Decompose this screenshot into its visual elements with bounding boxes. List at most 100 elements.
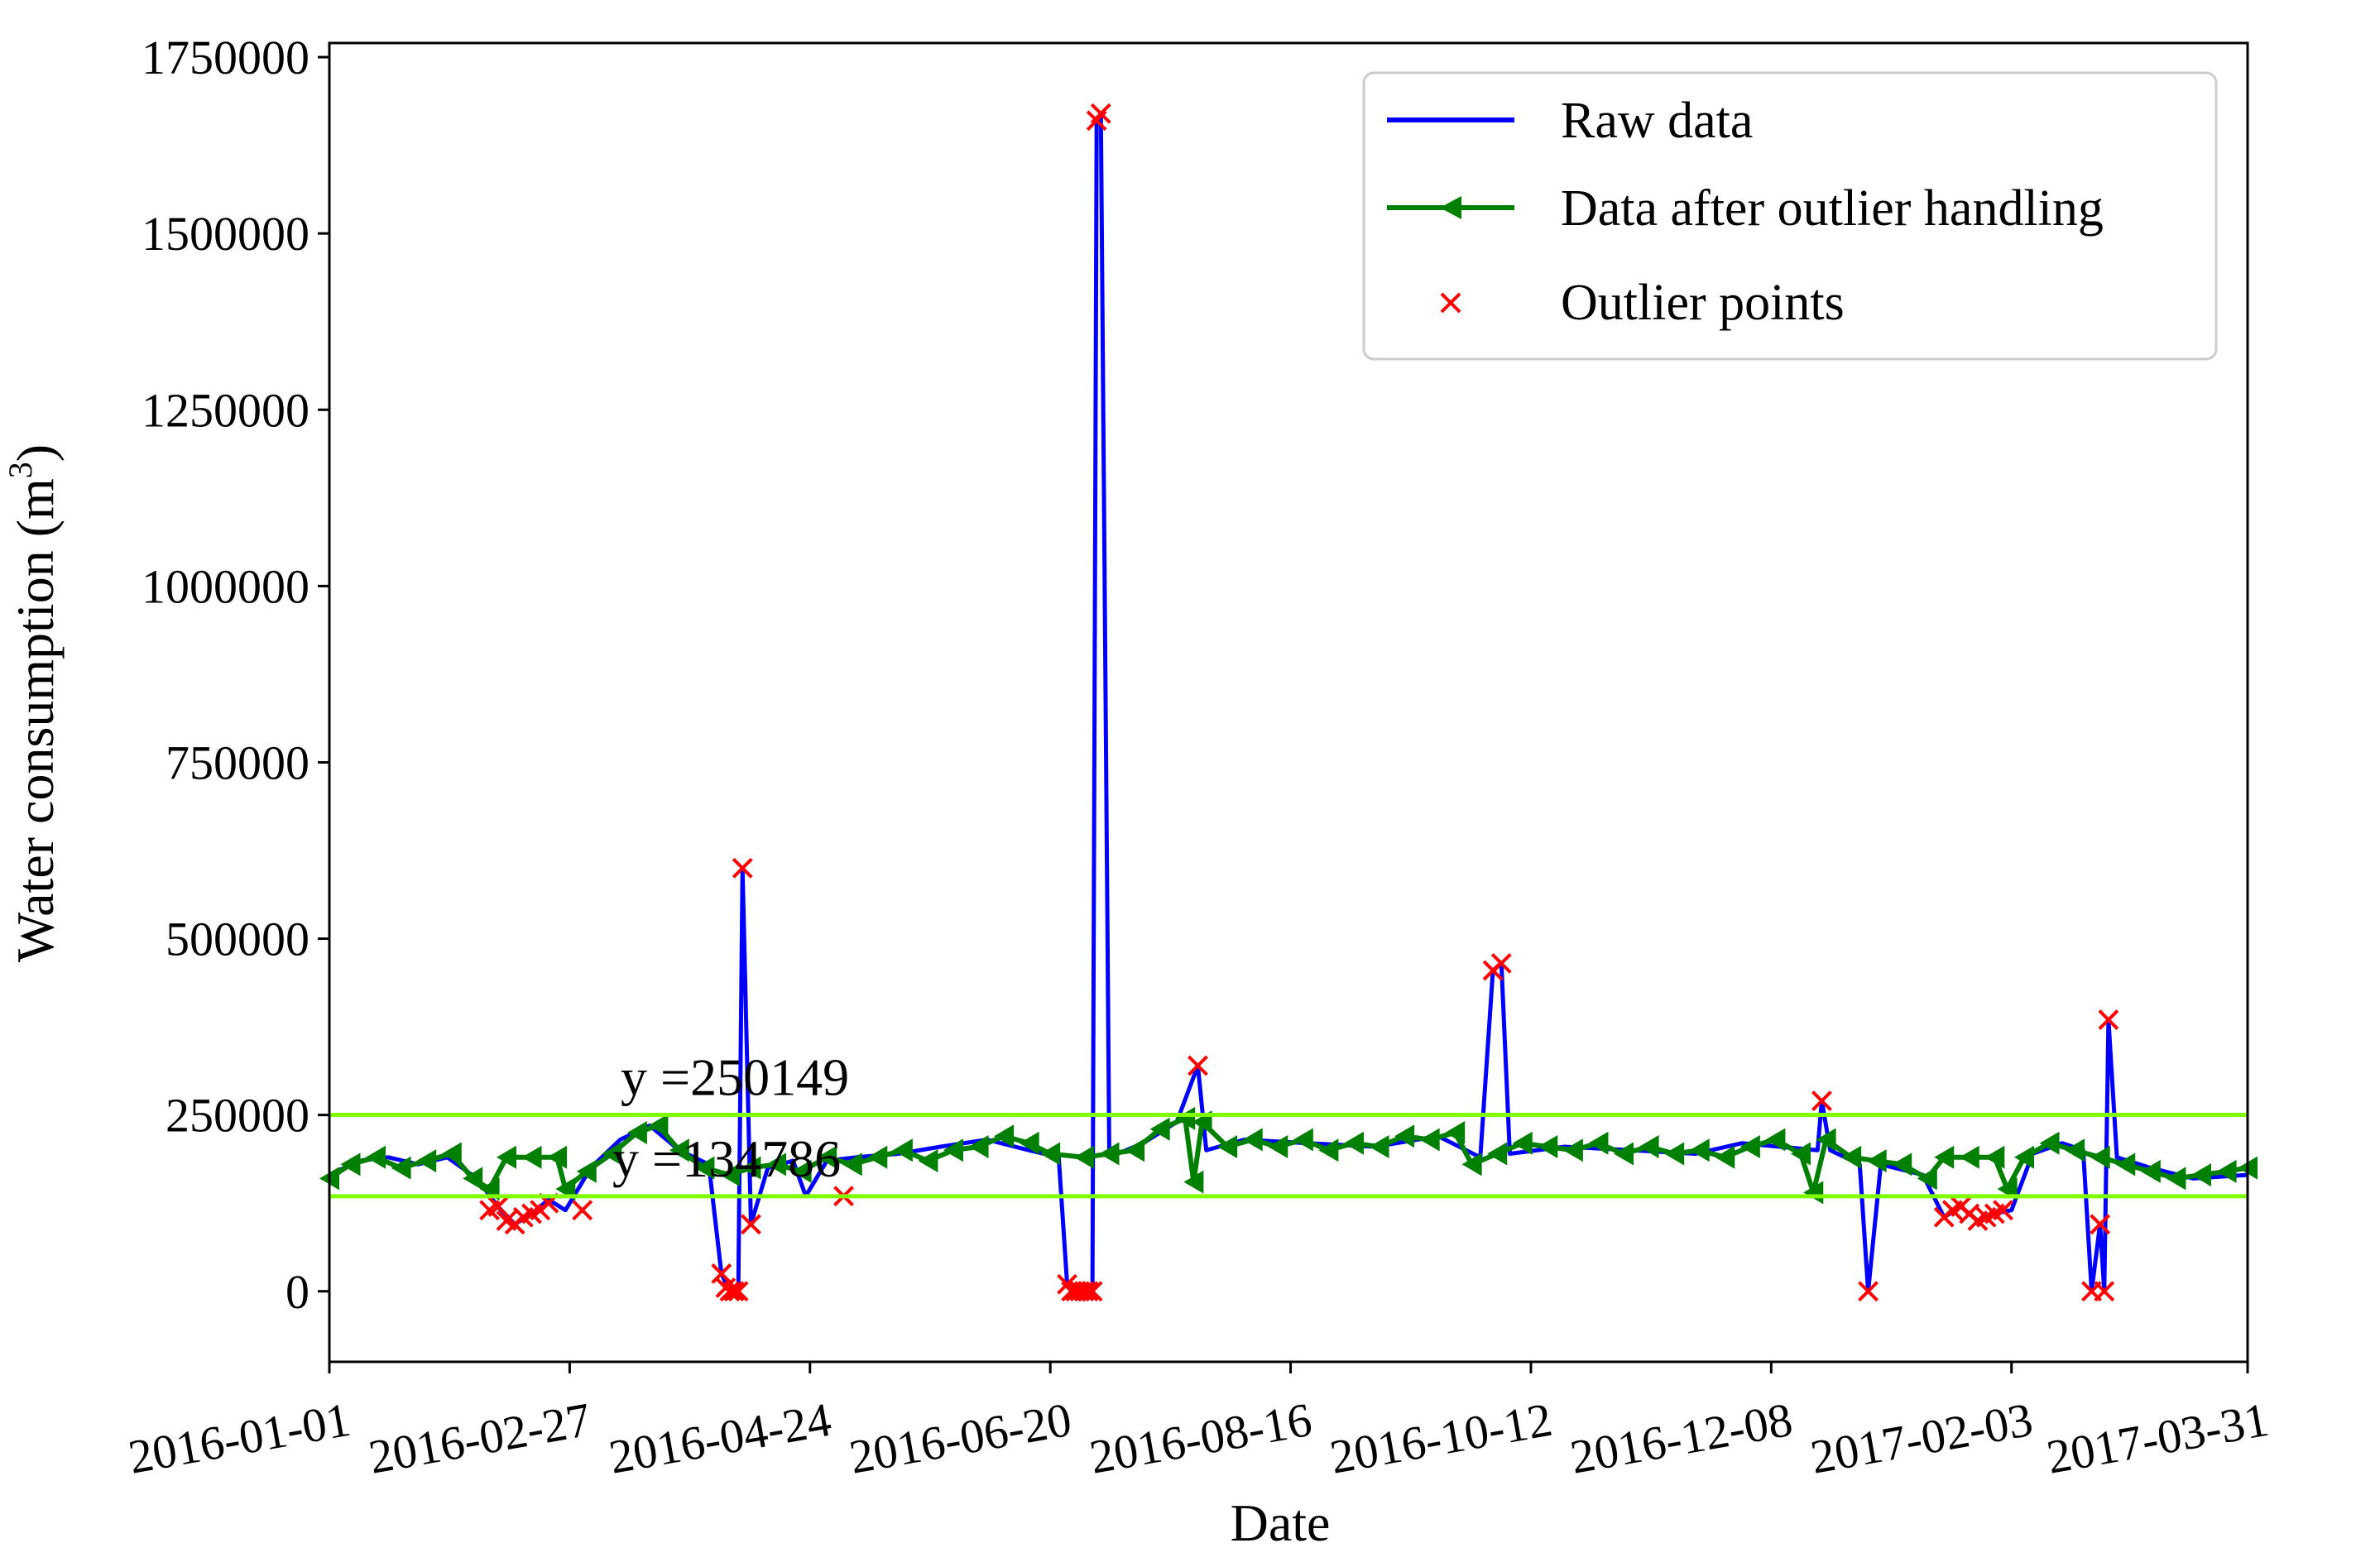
outlier-point-29	[1811, 1090, 1832, 1112]
handled-point-20	[766, 1152, 787, 1176]
handled-point-51	[1512, 1131, 1533, 1155]
handled-point-19	[741, 1156, 761, 1180]
outlier-point-42	[2098, 1009, 2119, 1030]
handled-point-9	[521, 1145, 542, 1169]
series-layer	[319, 103, 2258, 1302]
handled-point-77	[2115, 1152, 2136, 1176]
handled-point-69	[1934, 1145, 1955, 1169]
y-tick-label-0: 0	[286, 1265, 309, 1319]
handled-point-53	[1562, 1138, 1583, 1162]
handled-point-80	[2190, 1163, 2211, 1187]
handled-point-29	[994, 1124, 1015, 1148]
y-tick-label-6: 1500000	[142, 207, 309, 261]
handled-point-57	[1664, 1142, 1685, 1166]
handled-point-63	[1803, 1181, 1824, 1205]
handled-point-6	[463, 1167, 483, 1191]
handled-point-33	[1099, 1142, 1120, 1166]
legend-box	[1362, 71, 2218, 361]
threshold-layer	[329, 1113, 2248, 1199]
handled-point-39	[1217, 1135, 1238, 1159]
x-axis-label: Date	[1231, 1493, 1331, 1552]
handled-point-65	[1841, 1145, 1862, 1169]
handled-point-22	[817, 1145, 837, 1169]
handled-point-40	[1242, 1128, 1263, 1152]
y-tick-label-7: 1750000	[142, 31, 309, 84]
handled-point-10	[547, 1145, 568, 1169]
outlier-point-26	[1188, 1055, 1208, 1076]
handled-point-26	[918, 1149, 938, 1173]
legend-raw-label: Raw data	[1561, 93, 1753, 149]
handled-point-13	[602, 1142, 622, 1166]
handled-point-55	[1614, 1142, 1634, 1166]
outlier-point-41	[2094, 1281, 2115, 1302]
handled-point-60	[1739, 1135, 1760, 1159]
handled-point-46	[1394, 1124, 1415, 1148]
outlier-point-1	[487, 1196, 509, 1217]
handled-point-74	[2039, 1131, 2060, 1155]
outlier-point-28	[1490, 952, 1512, 974]
threshold-label-1: y =134786	[612, 1129, 841, 1188]
handled-point-71	[1984, 1145, 2005, 1169]
y-axis-label-close: )	[6, 444, 65, 462]
outlier-point-30	[1858, 1281, 1879, 1302]
outlier-point-22	[1077, 1281, 1099, 1302]
handled-point-34	[1125, 1138, 1145, 1162]
handled-point-15	[648, 1114, 669, 1138]
handled-point-73	[2013, 1145, 2034, 1169]
annotation-layer: y =250149 y =134786	[612, 1048, 849, 1188]
y-axis-label-superscript: 3	[2, 462, 39, 478]
handled-point-81	[2216, 1159, 2237, 1183]
outlier-point-8	[572, 1200, 593, 1221]
handled-point-50	[1487, 1142, 1508, 1166]
handled-point-23	[842, 1152, 862, 1176]
handled-point-43	[1318, 1138, 1339, 1162]
y-tick-label-5: 1250000	[142, 383, 309, 437]
handled-point-62	[1790, 1142, 1811, 1166]
handled-point-36	[1175, 1106, 1196, 1130]
handled-point-31	[1040, 1142, 1061, 1166]
handled-point-45	[1369, 1135, 1389, 1159]
handled-point-70	[1959, 1145, 1979, 1169]
y-axis-ticks: 0 250000 500000 750000 1000000 1250000 1500000…	[142, 31, 329, 1319]
handled-point-5	[441, 1142, 462, 1166]
outlier-point-9	[711, 1263, 732, 1284]
outlier-point-38	[1993, 1200, 2013, 1221]
outlier-point-25	[1090, 103, 1111, 124]
handled-point-76	[2090, 1145, 2110, 1169]
y-tick-label-3: 750000	[166, 736, 309, 789]
handled-point-54	[1588, 1131, 1609, 1155]
handled-point-75	[2065, 1138, 2085, 1162]
handled-point-37	[1183, 1170, 1204, 1194]
outlier-point-23	[1082, 1281, 1103, 1302]
handled-point-79	[2166, 1167, 2186, 1191]
y-axis-label: Water consumption (m3)	[2, 444, 65, 962]
threshold-label-0: y =250149	[621, 1048, 849, 1107]
legend: Raw data Data after outlier handling Out…	[1362, 71, 2218, 361]
handled-point-49	[1461, 1152, 1482, 1176]
outlier-point-12	[723, 1281, 745, 1302]
y-axis-label-text: Water consumption (m	[6, 478, 65, 962]
handled-point-67	[1892, 1152, 1912, 1176]
handled-point-21	[791, 1159, 812, 1183]
handled-point-58	[1689, 1138, 1710, 1162]
outlier-point-13	[727, 1281, 749, 1302]
handled-point-28	[968, 1135, 989, 1159]
handled-point-25	[892, 1138, 913, 1162]
handled-point-66	[1866, 1149, 1887, 1173]
handled-point-14	[626, 1120, 647, 1144]
plot-frame	[328, 41, 2249, 1363]
handled-point-18	[719, 1163, 740, 1187]
y-tick-label-4: 1000000	[142, 559, 309, 613]
outlier-point-11	[719, 1281, 741, 1302]
handled-point-41	[1268, 1135, 1288, 1159]
handled-point-12	[576, 1159, 597, 1183]
y-tick-label-2: 500000	[166, 913, 309, 966]
outlier-point-15	[741, 1214, 761, 1235]
handled-point-32	[1073, 1145, 1094, 1169]
handled-point-48	[1445, 1120, 1466, 1144]
handled-point-64	[1816, 1128, 1836, 1152]
handled-point-16	[669, 1138, 689, 1162]
handled-point-35	[1149, 1117, 1170, 1141]
y-tick-label-1: 250000	[166, 1089, 309, 1143]
